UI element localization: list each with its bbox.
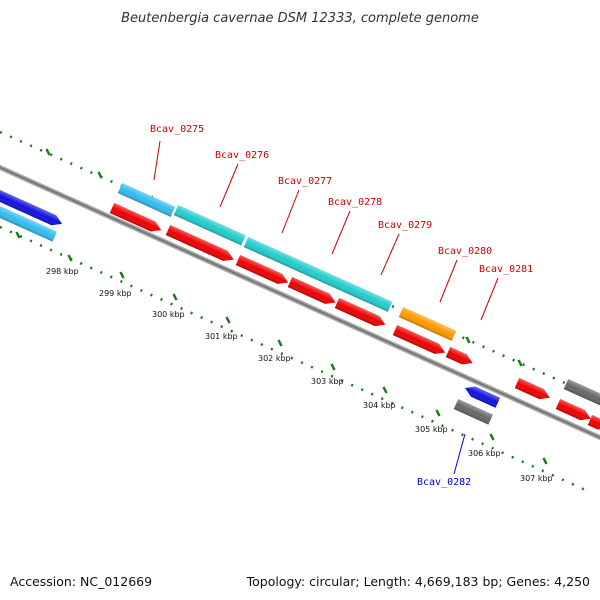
gene-label: Bcav_0276 xyxy=(215,150,269,161)
gene-arrow xyxy=(0,197,58,242)
gene-arrow-shade xyxy=(165,224,234,261)
gene-arrow-shade xyxy=(555,398,591,421)
gene-arrow xyxy=(235,254,289,284)
accession-text: Accession: NC_012669 xyxy=(10,574,152,589)
major-tick xyxy=(489,433,495,441)
major-tick xyxy=(542,457,548,465)
tick-label: 298 kbp xyxy=(46,267,79,276)
callout-line xyxy=(153,140,161,181)
major-tick xyxy=(119,271,125,279)
gene-arrow xyxy=(243,236,393,312)
gene-arrow xyxy=(514,377,550,400)
map-title: Beutenbergia cavernae DSM 12333, complet… xyxy=(121,11,479,26)
major-tick xyxy=(382,386,388,394)
gene-arrow xyxy=(563,378,600,406)
callout-line xyxy=(480,277,499,321)
gene-arrow-shade xyxy=(243,236,393,312)
gene-arrow-shade xyxy=(109,202,162,232)
gene-arrow-shade xyxy=(445,346,473,365)
callout-line xyxy=(281,189,300,234)
tick-label: 306 kbp xyxy=(468,449,501,458)
gene-arrow-shade xyxy=(398,306,457,341)
gene-arrow-shade xyxy=(117,182,176,217)
gene-arrow-shade xyxy=(334,297,386,327)
gene-arrow-shade xyxy=(453,398,493,425)
gene-arrow xyxy=(287,276,336,304)
major-tick xyxy=(465,336,471,344)
callout-line xyxy=(331,210,351,255)
tick-label: 305 kbp xyxy=(415,425,448,434)
gene-features xyxy=(0,181,600,430)
gene-arrow xyxy=(117,182,176,217)
gene-arrow-shade xyxy=(465,386,501,408)
major-tick xyxy=(45,148,51,156)
major-tick xyxy=(15,231,21,239)
gene-arrow-shade xyxy=(563,378,600,406)
tick-label: 307 kbp xyxy=(520,474,553,483)
tick-label: 299 kbp xyxy=(99,289,132,298)
gene-arrow xyxy=(465,386,501,408)
gene-arrow xyxy=(445,346,473,365)
gene-arrow-shade xyxy=(392,324,446,354)
gene-arrow xyxy=(173,204,246,246)
gene-label: Bcav_0279 xyxy=(378,220,432,231)
callout-line xyxy=(380,233,400,276)
gene-arrow xyxy=(165,224,234,261)
major-tick xyxy=(97,171,103,179)
gene-arrow xyxy=(0,181,63,226)
major-tick xyxy=(172,293,178,301)
gene-label: Bcav_0280 xyxy=(438,246,492,257)
gene-arrow xyxy=(334,297,386,327)
gene-arrow xyxy=(398,306,457,341)
gene-arrow-shade xyxy=(0,197,58,242)
tick-label: 302 kbp xyxy=(258,354,291,363)
topology-summary: Topology: circular; Length: 4,669,183 bp… xyxy=(246,574,590,589)
gene-arrow xyxy=(392,324,446,354)
gene-arrow-shade xyxy=(235,254,289,284)
major-tick xyxy=(67,254,73,262)
major-tick xyxy=(517,359,523,367)
gene-label: Bcav_0275 xyxy=(150,124,204,135)
gene-arrow xyxy=(109,202,162,232)
tick-labels: 298 kbp 299 kbp 300 kbp 301 kbp 302 kbp 303 k… xyxy=(46,267,553,483)
gene-arrow-shade xyxy=(173,204,246,246)
gene-label: Bcav_0278 xyxy=(328,197,382,208)
gene-arrow-shade xyxy=(287,276,336,304)
gene-label: Bcav_0281 xyxy=(479,264,533,275)
callout-line xyxy=(453,433,466,475)
major-tick xyxy=(435,409,441,417)
tick-label: 300 kbp xyxy=(152,310,185,319)
gene-label: Bcav_0277 xyxy=(278,176,332,187)
major-tick xyxy=(277,339,283,347)
tick-label: 303 kbp xyxy=(311,377,344,386)
gene-arrow xyxy=(453,398,493,425)
gene-arrow-shade xyxy=(514,377,550,400)
tick-label: 301 kbp xyxy=(205,332,238,341)
gene-arrow-shade xyxy=(587,414,600,430)
callout-line xyxy=(439,259,458,303)
major-tick xyxy=(330,363,336,371)
gene-arrow-shade xyxy=(0,181,63,226)
tick-label: 304 kbp xyxy=(363,401,396,410)
gene-arrow xyxy=(555,398,591,421)
backbone-line-core xyxy=(0,166,600,439)
gene-label: Bcav_0282 xyxy=(417,477,471,488)
gene-labels: Bcav_0275 Bcav_0276 Bcav_0277 Bcav_0278 Bcav… xyxy=(150,124,533,488)
major-tick xyxy=(225,316,231,324)
callout-line xyxy=(219,163,239,208)
gene-arrow xyxy=(587,414,600,430)
